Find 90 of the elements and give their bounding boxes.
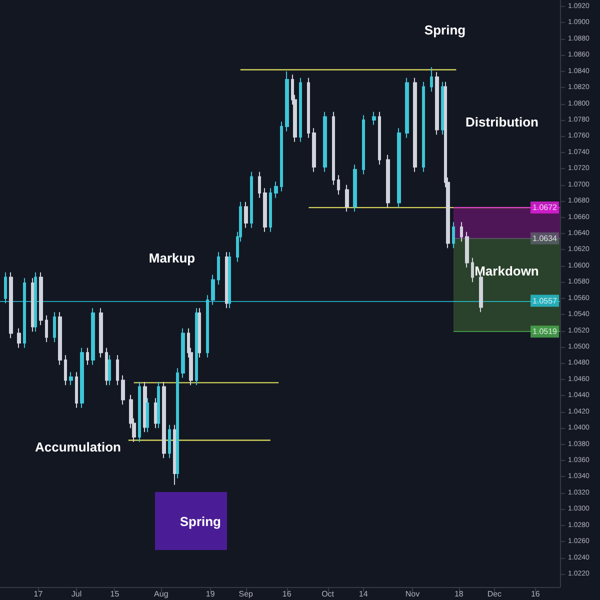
candlestick bbox=[441, 81, 444, 136]
candlestick bbox=[460, 222, 463, 242]
annotation: Distribution bbox=[466, 114, 539, 130]
candlestick bbox=[80, 347, 84, 408]
candlestick bbox=[258, 171, 261, 198]
x-tick-label: 17 bbox=[34, 590, 44, 598]
candlestick bbox=[430, 66, 433, 92]
candlestick bbox=[34, 272, 37, 332]
candlestick bbox=[312, 128, 316, 172]
annotation: Spring bbox=[180, 514, 221, 528]
candlestick bbox=[168, 424, 171, 459]
x-tick-label: 16 bbox=[282, 590, 292, 598]
candlestick bbox=[323, 111, 327, 172]
x-tick-label: Jul bbox=[71, 590, 82, 598]
candlestick bbox=[53, 312, 56, 343]
x-tick-label: 16 bbox=[530, 590, 540, 598]
candlestick bbox=[225, 252, 228, 309]
candlestick bbox=[405, 77, 409, 138]
x-tick-label: Oct bbox=[322, 590, 335, 598]
candlestick bbox=[121, 374, 125, 406]
candlestick bbox=[332, 111, 335, 186]
x-tick-label: 19 bbox=[206, 590, 216, 598]
candlestick bbox=[269, 188, 272, 232]
candlestick bbox=[465, 231, 469, 268]
candlestick bbox=[9, 272, 13, 339]
ref-line-label: 1.0634 bbox=[532, 234, 558, 243]
candlestick bbox=[45, 314, 48, 343]
candlestick bbox=[64, 354, 67, 386]
candlestick bbox=[206, 294, 209, 358]
candlestick bbox=[435, 72, 439, 136]
candlestick bbox=[250, 171, 253, 228]
band-label: Markdown bbox=[474, 263, 539, 278]
x-tick-label: Nov bbox=[405, 590, 420, 598]
candlestick bbox=[39, 272, 43, 326]
candlestick bbox=[69, 372, 73, 386]
candlestick bbox=[198, 308, 201, 358]
x-tick-label: Sep bbox=[238, 590, 254, 598]
candlestick bbox=[23, 278, 26, 348]
candlestick bbox=[307, 77, 310, 138]
candlestick bbox=[397, 128, 401, 208]
candlestick bbox=[280, 121, 283, 192]
candlestick bbox=[154, 398, 157, 429]
candlestick bbox=[228, 252, 231, 309]
candlestick bbox=[86, 347, 89, 366]
ref-line-label: 1.0557 bbox=[532, 296, 558, 306]
candlestick bbox=[146, 398, 149, 433]
candlestick bbox=[17, 328, 21, 348]
x-tick-label: Aug bbox=[154, 590, 168, 598]
annotation: Spring bbox=[424, 22, 466, 38]
candlestick bbox=[378, 111, 381, 166]
candlestick bbox=[471, 257, 474, 283]
candlestick bbox=[353, 164, 357, 212]
candlestick bbox=[91, 308, 95, 366]
candlestick bbox=[99, 308, 103, 358]
candlestick bbox=[4, 272, 7, 304]
candlestick bbox=[422, 81, 425, 172]
candlestick bbox=[195, 308, 198, 386]
candlestick bbox=[413, 77, 417, 172]
candlestick bbox=[263, 188, 267, 232]
candlestick bbox=[181, 328, 185, 378]
candlestick bbox=[138, 381, 141, 442]
candlestick bbox=[105, 347, 108, 386]
candlestick bbox=[157, 381, 160, 429]
candlestick bbox=[274, 181, 278, 198]
candlestick bbox=[386, 154, 390, 208]
candlestick bbox=[337, 174, 340, 196]
candlestick bbox=[285, 70, 289, 132]
candlestick bbox=[176, 368, 179, 479]
candlestick bbox=[162, 381, 166, 459]
highlight-box: Spring bbox=[155, 492, 227, 550]
candlestick bbox=[217, 252, 220, 286]
candlestick bbox=[244, 201, 248, 228]
candlestick bbox=[299, 77, 302, 142]
x-tick-label: Dec bbox=[487, 590, 502, 598]
annotation: Accumulation bbox=[35, 440, 122, 454]
candlestick bbox=[108, 354, 111, 386]
candlestick bbox=[116, 354, 119, 386]
candlestick bbox=[211, 274, 215, 306]
ref-line-label: 1.0519 bbox=[532, 327, 558, 336]
candlestick bbox=[75, 372, 78, 408]
candlestick bbox=[362, 114, 365, 175]
x-tick-label: 18 bbox=[454, 590, 464, 598]
candlestick bbox=[372, 111, 376, 126]
candlestick bbox=[345, 184, 349, 212]
x-tick-label: 14 bbox=[358, 590, 368, 598]
annotation: Markup bbox=[148, 250, 196, 266]
x-tick-label: 15 bbox=[110, 590, 120, 598]
candlestick bbox=[452, 222, 455, 249]
ref-line-label: 1.0672 bbox=[532, 203, 558, 212]
candlestick bbox=[58, 312, 62, 366]
